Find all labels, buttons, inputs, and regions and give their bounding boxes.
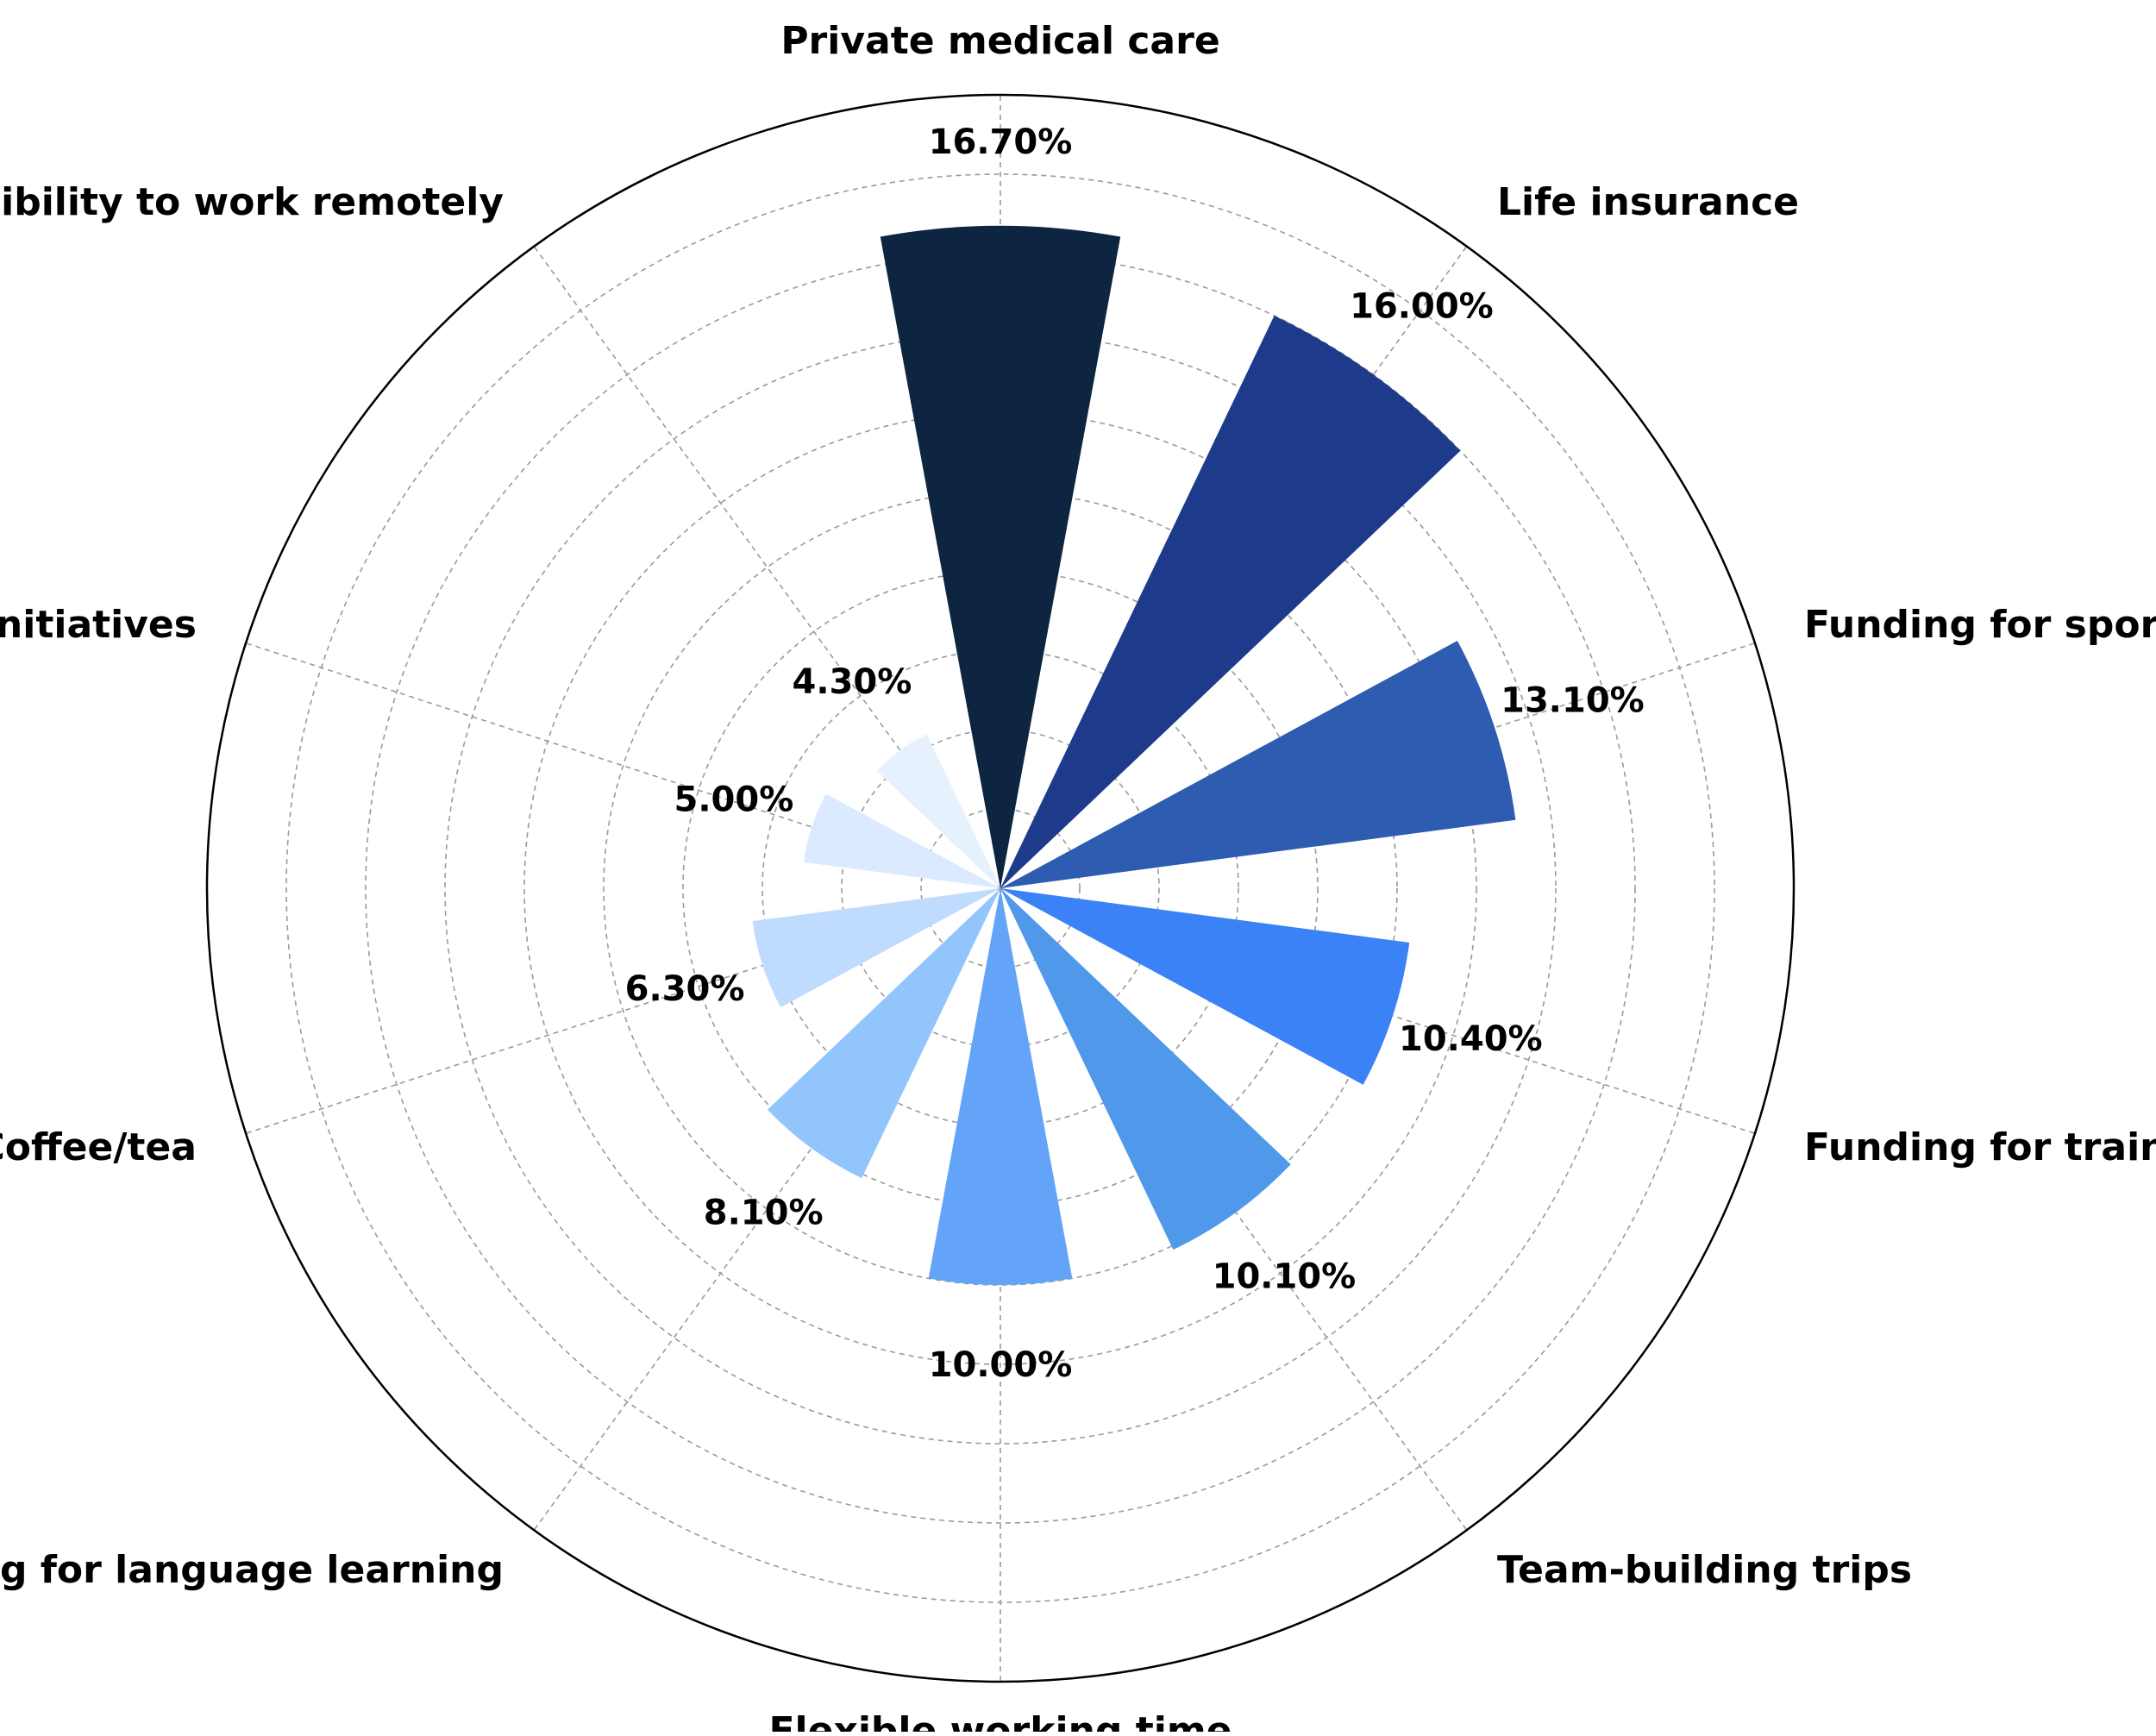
bar-1 <box>880 225 1121 888</box>
bar-7 <box>767 888 1000 1179</box>
bar-layer <box>752 225 1516 1286</box>
value-label-10: 4.30% <box>793 662 912 702</box>
category-label-5: Team-building trips <box>1497 1548 1912 1592</box>
category-label-6: Flexible working time <box>768 1709 1232 1732</box>
bar-3 <box>1000 641 1516 888</box>
value-label-6: 10.00% <box>929 1345 1073 1385</box>
value-label-5: 10.10% <box>1213 1257 1357 1297</box>
value-label-9: 5.00% <box>674 780 794 820</box>
category-label-9: Charity initiatives <box>0 603 197 647</box>
bar-9 <box>803 793 1000 888</box>
label-layer: 16.70% Private medical care 16.00% Life ins… <box>0 19 2156 1736</box>
value-label-2: 16.00% <box>1350 287 1494 327</box>
bar-6 <box>928 888 1073 1286</box>
value-label-7: 8.10% <box>704 1193 824 1232</box>
value-label-4: 10.40% <box>1399 1019 1543 1059</box>
bar-2 <box>1000 316 1461 888</box>
category-label-3: Funding for sports activities <box>1804 603 2156 647</box>
bar-5 <box>1000 888 1291 1250</box>
category-label-2: Life insurance <box>1497 180 1799 224</box>
value-label-1: 16.70% <box>929 122 1073 162</box>
bar-4 <box>1000 888 1410 1085</box>
category-label-7: Funding for language learning <box>0 1548 504 1592</box>
value-label-8: 6.30% <box>625 969 745 1009</box>
radial-gridline-7 <box>444 332 1557 1445</box>
category-label-10: Possibility to work remotely <box>0 180 504 224</box>
bar-8 <box>752 888 1000 1008</box>
value-label-3: 13.10% <box>1501 680 1645 720</box>
category-label-1: Private medical care <box>780 19 1219 63</box>
polar-frame <box>205 93 1796 1683</box>
category-label-8: Coffee/tea <box>0 1125 197 1169</box>
category-label-4: Funding for training and courses <box>1804 1125 2156 1169</box>
bar-10 <box>876 734 1000 888</box>
